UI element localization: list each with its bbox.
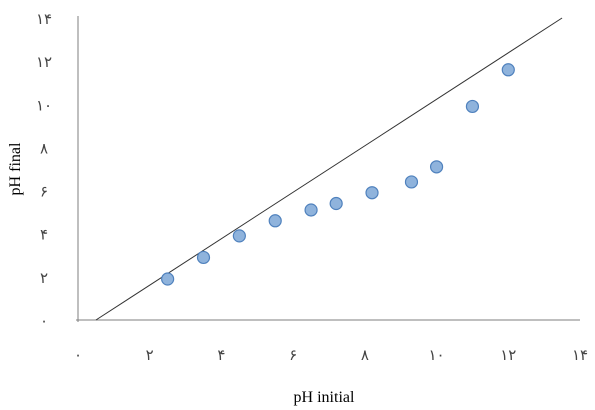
y-tick-label: ۱۰ [36, 96, 52, 114]
x-tick-label: ۶ [289, 346, 297, 364]
data-point [365, 186, 379, 200]
y-tick-label: ۴ [40, 226, 48, 244]
data-point [161, 272, 175, 286]
x-axis-title: pH initial [294, 389, 355, 406]
x-tick-label: ۱۴ [572, 346, 588, 364]
data-point [196, 250, 211, 265]
y-tick-label: ۶ [40, 183, 48, 201]
x-tick-label: ۲ [146, 346, 154, 364]
x-tick-label: ۱۲ [500, 346, 516, 364]
data-point [232, 229, 246, 243]
x-tick-label: ۸ [361, 346, 369, 364]
y-tick-label: ۱۴ [36, 10, 52, 28]
data-point [465, 99, 480, 114]
reference-line [95, 17, 563, 321]
x-tick-label: ۴ [217, 346, 225, 364]
x-tick-label: ۱۰ [429, 346, 445, 364]
y-tick-label: ۱۲ [36, 53, 52, 71]
y-axis-title: pH final [7, 142, 24, 195]
y-tick-label: ۰ [40, 312, 48, 330]
data-point [304, 203, 318, 217]
y-tick-label: ۲ [40, 269, 48, 287]
x-tick-label: ۰ [74, 346, 82, 364]
data-point [268, 214, 282, 228]
data-point [404, 175, 419, 189]
data-point [329, 196, 343, 211]
y-tick-label: ۸ [40, 139, 48, 157]
data-point [429, 160, 444, 174]
data-point [501, 63, 515, 77]
